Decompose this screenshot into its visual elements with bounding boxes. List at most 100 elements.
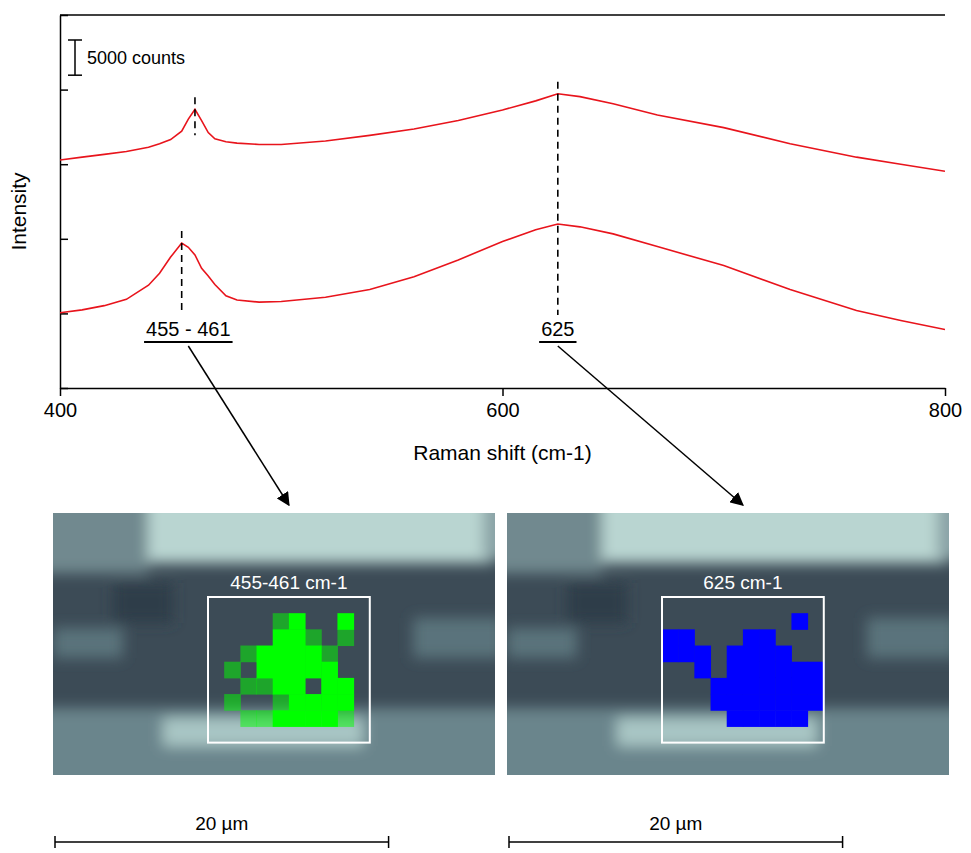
- map-cell: [354, 597, 371, 614]
- map-cell: [808, 678, 825, 695]
- map-cell: [662, 710, 679, 727]
- map-cell: [208, 629, 225, 646]
- map-cell: [791, 678, 808, 695]
- map-cell: [305, 710, 322, 727]
- peak-marker: [181, 231, 183, 315]
- map-cell: [791, 694, 808, 711]
- map-cell: [775, 629, 792, 646]
- map-cell: [759, 710, 776, 727]
- map-cell: [662, 629, 679, 646]
- map-cell: [240, 694, 257, 711]
- y-axis: [60, 16, 68, 389]
- image-texture: [867, 618, 949, 658]
- map-cell: [775, 597, 792, 614]
- map-cell: [791, 597, 808, 614]
- map-cell: [678, 694, 695, 711]
- arrow: [188, 346, 289, 505]
- map-cell: [743, 629, 760, 646]
- map-cell: [775, 678, 792, 695]
- image-texture: [602, 513, 947, 563]
- map-cell: [224, 613, 241, 630]
- map-cell: [240, 646, 257, 663]
- length-scale-cap: [54, 836, 56, 848]
- x-tick-label: 600: [486, 399, 519, 421]
- arrow: [558, 346, 743, 505]
- map-cell: [727, 726, 744, 743]
- micrograph-image: [507, 513, 949, 775]
- map-cell: [727, 629, 744, 646]
- x-tick-mark: [502, 388, 504, 396]
- map-cell: [273, 613, 290, 630]
- map-cell: [321, 694, 338, 711]
- x-tick-label: 400: [44, 399, 77, 421]
- scale-bar-line: [74, 40, 76, 75]
- map-cell: [727, 597, 744, 614]
- map-cell: [678, 662, 695, 679]
- image-texture: [413, 618, 495, 658]
- map-cell: [224, 678, 241, 695]
- y-tick-mark: [60, 388, 68, 390]
- map-cell: [321, 710, 338, 727]
- micrograph: 455-461 cm-1: [38, 498, 518, 793]
- map-cell: [354, 662, 371, 679]
- map-cell: [208, 694, 225, 711]
- x-axis: 400600800: [44, 388, 962, 421]
- map-cell: [678, 710, 695, 727]
- y-tick: [60, 164, 68, 165]
- map-cell: [224, 710, 241, 727]
- map-frame: [208, 597, 370, 743]
- map-cell: [240, 597, 257, 614]
- map-cell: [257, 646, 274, 663]
- map-cell: [775, 710, 792, 727]
- map-cell: [224, 726, 241, 743]
- map-cell: [694, 646, 711, 663]
- micrograph-image: [53, 513, 495, 775]
- peak-label: 625: [541, 318, 574, 340]
- map-cell: [305, 726, 322, 743]
- map-cell: [240, 726, 257, 743]
- map-cell: [759, 613, 776, 630]
- map-cell: [727, 646, 744, 663]
- map-cell: [337, 710, 354, 727]
- map-cell: [354, 629, 371, 646]
- map-cell: [289, 613, 306, 630]
- map-cell: [337, 694, 354, 711]
- image-texture: [937, 513, 949, 558]
- map-label: 455-461 cm-1: [230, 572, 347, 593]
- map-cell: [240, 710, 257, 727]
- map-cell: [808, 597, 825, 614]
- map-cell: [775, 694, 792, 711]
- plot-area: [60, 94, 945, 330]
- map-cell: [337, 597, 354, 614]
- map-cell: [791, 613, 808, 630]
- map-cell: [289, 726, 306, 743]
- map-cell: [759, 726, 776, 743]
- length-scale-cap: [388, 836, 390, 848]
- map-frame: [662, 597, 824, 743]
- map-cell: [694, 726, 711, 743]
- y-tick: [60, 313, 68, 314]
- map-cell: [257, 678, 274, 695]
- map-cell: [743, 694, 760, 711]
- image-texture: [53, 628, 123, 658]
- map-cell: [337, 613, 354, 630]
- map-cell: [759, 597, 776, 614]
- y-tick: [60, 239, 68, 240]
- micrograph: 625 cm-1: [492, 498, 971, 793]
- y-tick: [60, 90, 68, 91]
- annotations: 455 - 461625: [144, 82, 743, 505]
- frame-top: [60, 14, 945, 16]
- y-axis-title: Intensity: [7, 172, 30, 251]
- map-cell: [662, 694, 679, 711]
- map-cell: [354, 694, 371, 711]
- map-cell: [662, 597, 679, 614]
- map-cell: [208, 613, 225, 630]
- y-tick-mark: [60, 313, 68, 315]
- image-texture: [507, 628, 577, 658]
- image-texture: [53, 708, 495, 775]
- map-cell: [208, 597, 225, 614]
- image-texture: [53, 513, 148, 573]
- image-texture: [507, 513, 602, 573]
- map-cell: [273, 629, 290, 646]
- peak-marker: [194, 97, 196, 135]
